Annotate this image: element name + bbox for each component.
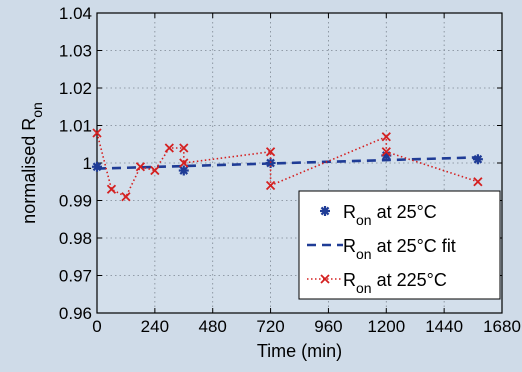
y-tick-label: 0.99	[59, 192, 92, 211]
star-stroke	[473, 154, 483, 164]
y-tick-label: 1.02	[59, 79, 92, 98]
legend-entry: Ron at 25°C	[320, 202, 437, 228]
data-point-x	[150, 165, 160, 176]
data-point-x	[106, 184, 117, 194]
data-point-x	[265, 147, 276, 157]
y-tick-label: 1.04	[59, 4, 92, 23]
data-point-x	[265, 180, 276, 191]
legend-label-rest: at 225°C	[372, 270, 447, 290]
x-stroke	[179, 143, 189, 153]
star-stroke	[320, 206, 330, 216]
x-stroke	[179, 158, 189, 168]
legend-box	[298, 190, 501, 300]
legend-label: Ron at 225°C	[343, 270, 447, 296]
legend-label-rest: at 25°C fit	[372, 236, 456, 256]
y-tick-label: 0.98	[59, 229, 92, 248]
legend-label-main: R	[343, 202, 356, 222]
x-stroke	[265, 180, 276, 191]
data-point-star	[472, 154, 483, 165]
legend-label-sub: on	[356, 246, 372, 262]
data-point-star	[92, 161, 102, 172]
y-tick-label: 0.97	[59, 267, 92, 286]
legend-entry: Ron at 225°C	[307, 270, 447, 296]
legend-label-sub: on	[356, 212, 372, 228]
x-stroke	[135, 162, 146, 172]
legend-label-main: R	[343, 236, 356, 256]
data-point-x	[381, 132, 391, 142]
y-axis-label: normalised Ron	[19, 102, 45, 224]
legend-label: Ron at 25°C	[343, 202, 437, 228]
x-stroke	[381, 132, 391, 142]
legend-entry: Ron at 25°C fit	[307, 236, 456, 262]
y-tick-label: 1.01	[59, 117, 92, 136]
data-point-x	[121, 192, 131, 202]
legend-label-sub: on	[356, 280, 372, 296]
y-axis-label-sub: on	[29, 102, 45, 118]
series-line	[96, 156, 478, 170]
x-tick-label: 720	[256, 317, 284, 336]
x-stroke	[381, 147, 391, 157]
data-point-x	[92, 128, 102, 138]
x-tick-label: 1200	[367, 317, 405, 336]
x-tick-label: 960	[314, 317, 342, 336]
x-tick-label: 1680	[483, 317, 521, 336]
series-1	[96, 156, 478, 170]
series-2	[92, 128, 483, 202]
legend-label: Ron at 25°C fit	[343, 236, 456, 262]
x-stroke	[320, 274, 330, 284]
x-stroke	[106, 184, 117, 194]
data-point-x	[135, 162, 146, 172]
x-stroke	[164, 143, 174, 153]
axis-labels: Time (min) normalised Ron	[19, 102, 342, 361]
data-point-x	[164, 143, 174, 153]
star-stroke	[92, 162, 102, 172]
star-stroke	[179, 166, 189, 175]
series-layer	[92, 128, 483, 202]
data-point-x	[473, 177, 483, 187]
x-stroke	[92, 128, 102, 138]
data-point-x	[320, 274, 330, 284]
x-tick-label: 240	[141, 317, 169, 336]
legend-label-rest: at 25°C	[372, 202, 437, 222]
data-point-star	[178, 165, 189, 176]
legend-label-main: R	[343, 270, 356, 290]
x-tick-label: 480	[199, 317, 227, 336]
y-tick-label: 1	[83, 154, 92, 173]
x-stroke	[150, 165, 160, 176]
data-point-x	[179, 158, 189, 168]
x-stroke	[121, 192, 131, 202]
x-stroke	[473, 177, 483, 187]
x-stroke	[265, 147, 276, 157]
data-point-x	[179, 143, 189, 153]
x-tick-label: 0	[92, 317, 101, 336]
x-axis-label: Time (min)	[257, 341, 342, 361]
y-axis-label-main: normalised R	[19, 118, 39, 224]
y-tick-label: 0.96	[59, 304, 92, 323]
data-point-x	[381, 147, 391, 157]
x-tick-label: 1440	[425, 317, 463, 336]
y-tick-label: 1.03	[59, 42, 92, 61]
data-point-star	[320, 206, 330, 216]
